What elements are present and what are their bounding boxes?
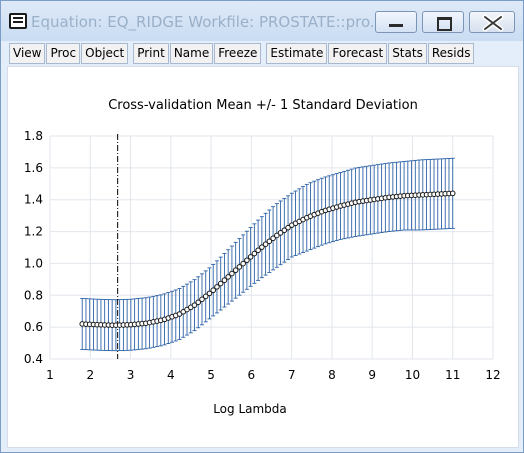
x-tick-label: 9 bbox=[368, 368, 376, 382]
title-bar[interactable]: Equation: EQ_RIDGE Workfile: PROSTATE::p… bbox=[1, 1, 523, 41]
mean-marker bbox=[229, 270, 235, 277]
x-tick-label: 12 bbox=[485, 368, 500, 382]
close-icon bbox=[482, 14, 504, 32]
mean-marker bbox=[221, 277, 228, 284]
x-tick-label: 11 bbox=[445, 368, 460, 382]
name-button[interactable]: Name bbox=[169, 43, 214, 64]
mean-marker bbox=[449, 190, 456, 197]
cv-chart: Cross-validation Mean +/- 1 Standard Dev… bbox=[24, 98, 501, 416]
mean-marker bbox=[195, 299, 202, 306]
estimate-button[interactable]: Estimate bbox=[266, 43, 328, 64]
view-button[interactable]: View bbox=[9, 43, 46, 64]
mean-marker bbox=[266, 238, 273, 245]
x-tick-label: 4 bbox=[167, 368, 175, 382]
y-tick-label: 1.0 bbox=[24, 256, 43, 270]
y-tick-label: 1.2 bbox=[24, 225, 43, 239]
mean-marker bbox=[251, 250, 258, 257]
mean-marker bbox=[244, 257, 250, 264]
proc-button[interactable]: Proc bbox=[46, 43, 81, 64]
y-tick-label: 1.4 bbox=[24, 193, 43, 207]
y-tick-label: 0.8 bbox=[24, 288, 43, 302]
x-tick-label: 6 bbox=[248, 368, 256, 382]
y-tick-label: 0.6 bbox=[24, 320, 43, 334]
forecast-button[interactable]: Forecast bbox=[328, 43, 388, 64]
close-button[interactable] bbox=[469, 11, 515, 33]
x-tick-label: 7 bbox=[288, 368, 296, 382]
window-menu-icon[interactable] bbox=[9, 13, 27, 29]
window-title: Equation: EQ_RIDGE Workfile: PROSTATE::p… bbox=[31, 13, 385, 31]
maximize-icon bbox=[437, 17, 452, 31]
mean-marker bbox=[202, 293, 209, 300]
freeze-button[interactable]: Freeze bbox=[214, 43, 262, 64]
mean-marker bbox=[281, 227, 288, 234]
stats-button[interactable]: Stats bbox=[388, 43, 427, 64]
mean-marker bbox=[262, 241, 269, 248]
mean-marker bbox=[274, 232, 280, 239]
mean-marker bbox=[270, 235, 276, 242]
mean-marker bbox=[240, 260, 246, 267]
mean-marker bbox=[247, 254, 254, 260]
graph-pane: Cross-validation Mean +/- 1 Standard Dev… bbox=[7, 66, 519, 448]
mean-marker bbox=[191, 302, 198, 308]
mean-marker bbox=[236, 264, 243, 270]
mean-marker bbox=[217, 280, 224, 287]
mean-marker bbox=[285, 224, 291, 231]
resids-button[interactable]: Resids bbox=[427, 43, 475, 64]
mean-marker bbox=[214, 284, 220, 290]
x-tick-label: 3 bbox=[127, 368, 135, 382]
x-tick-label: 8 bbox=[328, 368, 336, 382]
x-axis-label: Log Lambda bbox=[213, 402, 287, 416]
x-tick-label: 5 bbox=[207, 368, 215, 382]
object-button[interactable]: Object bbox=[81, 43, 129, 64]
mean-marker bbox=[206, 290, 213, 297]
y-tick-label: 1.8 bbox=[24, 129, 43, 143]
chart-title: Cross-validation Mean +/- 1 Standard Dev… bbox=[108, 98, 418, 113]
mean-marker bbox=[277, 230, 284, 236]
print-button[interactable]: Print bbox=[133, 43, 169, 64]
y-tick-label: 0.4 bbox=[24, 352, 43, 366]
maximize-button[interactable] bbox=[422, 11, 464, 33]
x-tick-label: 10 bbox=[405, 368, 420, 382]
mean-marker bbox=[199, 296, 205, 303]
mean-marker bbox=[225, 274, 231, 280]
y-tick-label: 1.6 bbox=[24, 161, 43, 175]
minimize-icon bbox=[389, 24, 403, 27]
mean-marker bbox=[232, 267, 239, 274]
mean-marker bbox=[255, 247, 261, 254]
mean-marker bbox=[259, 244, 265, 250]
x-tick-label: 2 bbox=[86, 368, 94, 382]
toolbar: View Proc Object Print Name Freeze Estim… bbox=[9, 43, 475, 64]
minimize-button[interactable] bbox=[375, 11, 417, 33]
x-tick-label: 1 bbox=[46, 368, 54, 382]
mean-marker bbox=[210, 287, 217, 294]
